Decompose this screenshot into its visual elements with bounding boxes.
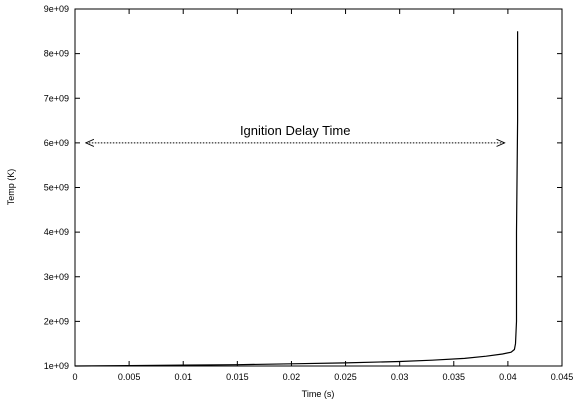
y-tick-label: 7e+09	[44, 93, 69, 103]
x-tick-label: 0.045	[551, 372, 574, 382]
x-tick-label: 0	[72, 372, 77, 382]
ignition-delay-label: Ignition Delay Time	[240, 123, 351, 138]
x-tick-label: 0.025	[334, 372, 357, 382]
y-tick-label: 8e+09	[44, 49, 69, 59]
y-tick-label: 4e+09	[44, 227, 69, 237]
y-axis: 1e+09 2e+09 3e+09 4e+09 5e+09 6e+09 7e+09 8e+09…	[44, 4, 562, 371]
x-tick-label: 0.035	[443, 372, 466, 382]
x-tick-label: 0.005	[118, 372, 141, 382]
x-tick-label: 0.03	[391, 372, 409, 382]
plot-frame	[74, 8, 563, 367]
x-tick-label: 0.01	[174, 372, 192, 382]
y-tick-label: 3e+09	[44, 272, 69, 282]
temperature-series-line	[74, 31, 519, 367]
x-axis-title: Time (s)	[302, 389, 335, 399]
x-tick-label: 0.04	[499, 372, 517, 382]
y-tick-label: 9e+09	[44, 4, 69, 14]
y-tick-label: 2e+09	[44, 316, 69, 326]
y-axis-title: Temp (K)	[6, 169, 16, 206]
y-tick-label: 1e+09	[44, 361, 69, 371]
x-axis: 0 0.005 0.01 0.015 0.02 0.025 0.03 0.035 0.04 0.0…	[72, 9, 573, 382]
x-tick-label: 0.015	[226, 372, 249, 382]
y-tick-label: 6e+09	[44, 138, 69, 148]
y-tick-label: 5e+09	[44, 183, 69, 193]
x-tick-label: 0.02	[283, 372, 301, 382]
